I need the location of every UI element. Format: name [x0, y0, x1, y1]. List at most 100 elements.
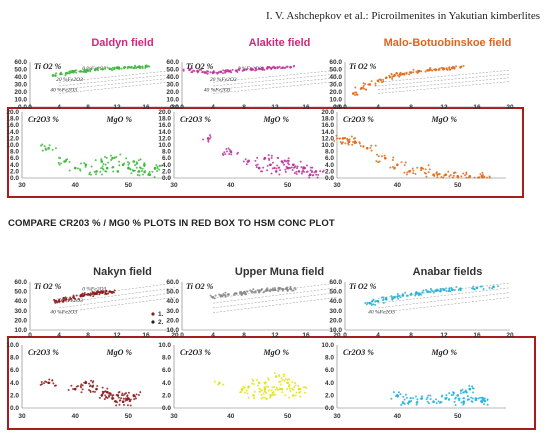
cloud-point [128, 400, 131, 403]
fe2o3-annotation: 40 %Fe2O3 [50, 309, 77, 316]
cloud-point [68, 72, 71, 75]
cloud-point [57, 161, 60, 164]
top-y-label: Ti O2 % [186, 282, 214, 291]
cloud-point [450, 394, 453, 397]
bottom-y-tick: 8.0 [325, 149, 334, 156]
cloud-point [236, 71, 239, 74]
top-y-tick: 50.0 [14, 67, 27, 74]
cloud-point [406, 171, 409, 174]
cloud-point [89, 69, 92, 72]
cloud-point [255, 67, 258, 70]
bottom-y-tick: 12.0 [158, 135, 171, 142]
cloud-point [267, 377, 270, 380]
cloud-point [481, 171, 484, 174]
trend-line [377, 73, 511, 87]
panel-title: Nakyn field [93, 266, 152, 278]
fe2o3-annotation: 40 %Fe2O3 [50, 87, 77, 94]
cloud-point [281, 391, 284, 394]
cloud-point [128, 66, 131, 69]
cloud-point [445, 290, 448, 293]
cloud-point [269, 288, 272, 291]
bottom-y-tick: 20.0 [158, 109, 171, 116]
cloud-point [391, 296, 394, 299]
cloud-point [294, 394, 297, 397]
cloud-point [283, 379, 286, 382]
cloud-point [278, 380, 281, 383]
cloud-point [213, 71, 216, 74]
cloud-point [465, 176, 468, 179]
cloud-point [137, 170, 140, 173]
cloud-point [51, 74, 54, 77]
data-point [64, 297, 68, 301]
cloud-point [79, 169, 82, 172]
cloud-point [207, 139, 210, 142]
cloud-point [192, 69, 195, 72]
cloud-point [135, 166, 138, 169]
cloud-point [278, 173, 281, 176]
bottom-y-tick: 4.0 [325, 162, 334, 169]
cloud-point [109, 393, 112, 396]
cloud-point [288, 387, 291, 390]
cloud-point [244, 158, 247, 161]
cloud-point [241, 389, 244, 392]
cloud-point [451, 176, 454, 179]
top-y-tick: 0.0 [333, 104, 342, 111]
cloud-point [126, 67, 129, 70]
cloud-point [243, 386, 246, 389]
cloud-point [347, 142, 350, 145]
cloud-point [362, 82, 365, 85]
cloud-point [252, 379, 255, 382]
cloud-point [118, 164, 121, 167]
cloud-point [90, 165, 93, 168]
cloud-point [384, 297, 387, 300]
bottom-y-tick: 2.0 [325, 392, 334, 399]
cloud-point [293, 64, 296, 67]
cloud-point [83, 381, 86, 384]
bottom-y-tick: 12.0 [6, 135, 19, 142]
cloud-point [222, 383, 225, 386]
cloud-point [464, 389, 467, 392]
cloud-point [286, 388, 289, 391]
cloud-point [82, 294, 85, 297]
bottom-x-tick: 30 [170, 182, 178, 189]
cloud-point [309, 169, 312, 172]
panel-upper-muna-field: Upper Muna field60.050.040.030.020.010.0… [158, 266, 341, 420]
red-box-row2 [7, 336, 536, 430]
cloud-point [429, 287, 432, 290]
cloud-point [424, 168, 427, 171]
cloud-point [128, 162, 131, 165]
cloud-point [447, 170, 450, 173]
bottom-y-label: Cr2O3 % [343, 348, 374, 357]
cloud-point [396, 394, 399, 397]
cloud-point [419, 169, 422, 172]
cloud-point [230, 151, 233, 154]
cloud-point [293, 386, 296, 389]
cloud-point [72, 294, 75, 297]
cloud-point [209, 136, 212, 139]
cloud-point [303, 386, 306, 389]
cloud-point [115, 393, 118, 396]
panel-title: Malo-Botuobinskoe field [384, 37, 512, 49]
cloud-point [454, 404, 457, 407]
cloud-point [129, 398, 132, 401]
cloud-point [77, 297, 80, 300]
cloud-point [105, 292, 108, 295]
cloud-point [407, 402, 410, 405]
cloud-point [127, 391, 130, 394]
cloud-point [412, 172, 415, 175]
cloud-point [69, 297, 72, 300]
data-point [257, 166, 261, 170]
bottom-x-label: MgO % [431, 348, 458, 357]
cloud-point [117, 396, 120, 399]
cloud-point [225, 150, 228, 153]
cloud-point [97, 291, 100, 294]
cloud-point [230, 153, 233, 156]
cloud-point [405, 71, 408, 74]
top-y-tick: 0.0 [18, 104, 27, 111]
cloud-point [393, 166, 396, 169]
top-y-tick: 40.0 [14, 74, 27, 81]
top-x-tick: 20 [333, 332, 341, 339]
cloud-point [265, 288, 268, 291]
cloud-point [224, 70, 227, 73]
cloud-point [468, 384, 471, 387]
